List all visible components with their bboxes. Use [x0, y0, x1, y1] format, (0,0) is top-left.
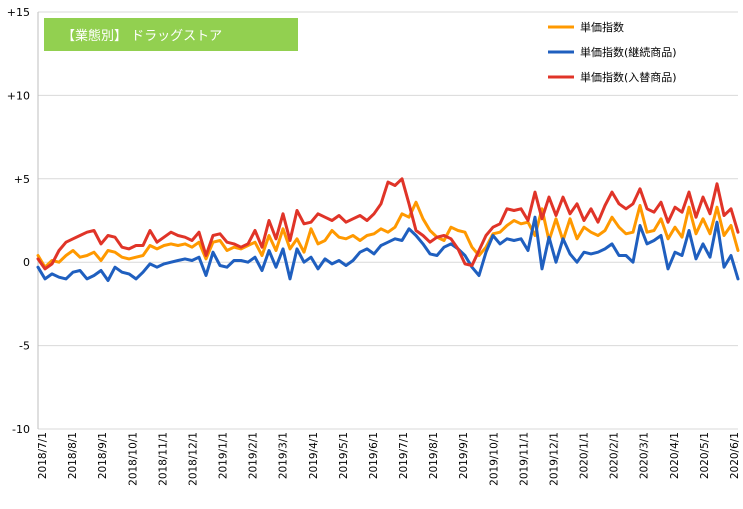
x-tick-label: 2020/6/1: [729, 432, 741, 479]
y-tick-label: +10: [7, 89, 30, 102]
x-tick-label: 2018/12/1: [187, 432, 199, 486]
x-tick-label: 2019/10/1: [488, 432, 500, 486]
x-axis: 2018/7/1 2018/8/1 2018/9/1 2018/10/1 2018/11…: [37, 432, 741, 486]
x-tick-label: 2019/12/1: [548, 432, 560, 486]
x-tick-label: 2018/9/1: [97, 432, 109, 479]
x-tick-label: 2018/10/1: [127, 432, 139, 486]
x-tick-label: 2019/6/1: [368, 432, 380, 479]
x-tick-label: 2020/3/1: [639, 432, 651, 479]
x-tick-label: 2019/7/1: [398, 432, 410, 479]
y-tick-label: +15: [7, 6, 30, 19]
x-tick-label: 2019/8/1: [428, 432, 440, 479]
x-tick-label: 2020/5/1: [699, 432, 711, 479]
x-tick-label: 2019/9/1: [458, 432, 470, 479]
x-tick-label: 2020/2/1: [609, 432, 621, 479]
x-tick-label: 2019/2/1: [248, 432, 260, 479]
x-tick-label: 2019/4/1: [308, 432, 320, 479]
x-tick-label: 2018/11/1: [157, 432, 169, 486]
x-tick-label: 2020/1/1: [579, 432, 591, 479]
chart-title: 【業態別】 ドラッグストア: [62, 28, 222, 44]
x-tick-label: 2018/7/1: [37, 432, 49, 479]
chart-title-box: 【業態別】 ドラッグストア: [44, 18, 298, 51]
x-tick-label: 2018/8/1: [67, 432, 79, 479]
legend-item: 単価指数: [548, 20, 624, 34]
series-line-1: [36, 200, 740, 269]
x-tick-label: 2019/11/1: [518, 432, 530, 486]
x-tick-label: 2019/3/1: [278, 432, 290, 479]
legend-label: 単価指数(継続商品): [580, 45, 677, 59]
legend-item: 単価指数(入替商品): [548, 70, 677, 84]
legend: 単価指数 単価指数(継続商品) 単価指数(入替商品): [548, 20, 677, 84]
y-tick-label: 0: [23, 256, 30, 269]
series-line-2: [36, 215, 740, 282]
legend-label: 単価指数(入替商品): [580, 70, 677, 84]
plot-area: [36, 177, 740, 282]
y-axis: -10 -5 0 +5 +10 +15: [7, 6, 39, 436]
x-tick-label: 2019/1/1: [218, 432, 230, 479]
x-tick-label: 2020/4/1: [669, 432, 681, 479]
series-line-3: [36, 177, 740, 271]
title-background: [44, 18, 298, 51]
y-tick-label: -5: [19, 340, 30, 353]
gridlines: [38, 11, 738, 430]
x-tick-label: 2019/5/1: [338, 432, 350, 479]
y-tick-label: -10: [12, 423, 30, 436]
legend-label: 単価指数: [580, 20, 624, 34]
y-tick-label: +5: [14, 173, 30, 186]
legend-item: 単価指数(継続商品): [548, 45, 677, 59]
